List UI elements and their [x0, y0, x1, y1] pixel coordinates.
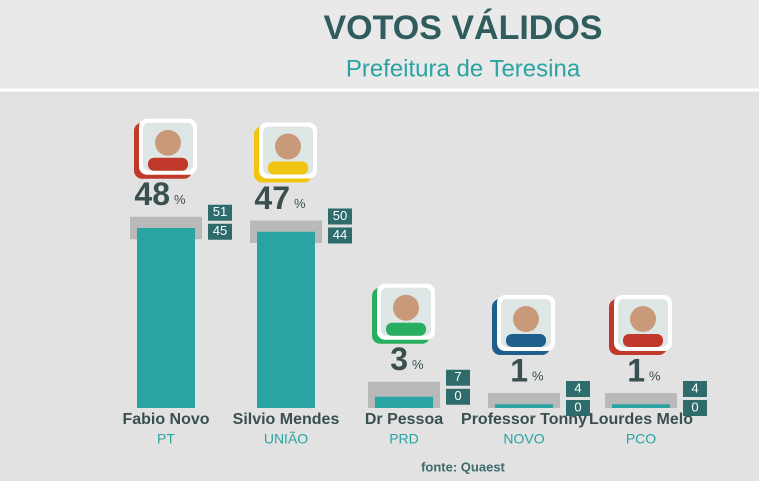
party-label: NOVO — [503, 431, 544, 447]
value-label: 3 — [390, 341, 408, 377]
ci-high-box — [683, 381, 707, 397]
value-unit: % — [532, 368, 544, 383]
value-label: 1 — [510, 352, 528, 388]
value-label: 48 — [134, 176, 170, 212]
header-bg — [0, 0, 759, 90]
bar — [612, 404, 670, 408]
ci-low-box — [328, 227, 352, 244]
x-tick-label: Lourdes Melo — [589, 411, 693, 428]
ci-high-box — [328, 208, 352, 225]
photo-head — [630, 306, 656, 332]
source: fonte: Quaest — [421, 459, 505, 474]
ci-high-label: 7 — [454, 369, 461, 384]
x-tick-label: Dr Pessoa — [365, 411, 443, 428]
value-unit: % — [412, 357, 424, 372]
value-label: 1 — [627, 352, 645, 388]
ci-low-label: 0 — [454, 388, 461, 403]
value-unit: % — [294, 196, 306, 211]
value-unit: % — [174, 192, 186, 207]
party-label: PRD — [389, 431, 419, 447]
photo-body — [386, 322, 426, 336]
value-unit: % — [649, 368, 661, 383]
party-label: UNIÃO — [264, 431, 308, 447]
bar — [375, 396, 433, 408]
ci-low-box — [446, 388, 470, 405]
ci-high-box — [208, 204, 232, 221]
photo-body — [148, 157, 188, 171]
photo-head — [275, 133, 301, 160]
ci-low-box — [566, 400, 590, 416]
x-tick-label: Fabio Novo — [122, 411, 209, 428]
ci-high-box — [566, 381, 590, 397]
bar — [137, 228, 195, 408]
photo-head — [393, 294, 419, 321]
ci-high-label: 51 — [213, 204, 227, 219]
ci-low-label: 0 — [691, 399, 698, 414]
x-tick-label: Silvio Mendes — [233, 411, 340, 428]
photo-head — [513, 306, 539, 332]
photo-body — [268, 161, 308, 175]
ci-low-label: 44 — [333, 227, 347, 242]
ci-low-label: 0 — [574, 399, 581, 414]
bar — [257, 231, 315, 408]
ci-high-label: 50 — [333, 208, 347, 223]
value-label: 47 — [254, 180, 290, 216]
photo-body — [506, 334, 546, 347]
ci-high-label: 4 — [574, 380, 581, 395]
chart-title: VOTOS VÁLIDOS — [324, 9, 603, 47]
ci-high-label: 4 — [691, 380, 698, 395]
ci-low-label: 45 — [213, 223, 227, 238]
photo-head — [155, 129, 181, 156]
bar — [495, 404, 553, 408]
party-label: PT — [157, 431, 175, 447]
ci-low-box — [683, 400, 707, 416]
party-label: PCO — [626, 431, 656, 447]
ci-low-box — [208, 223, 232, 240]
chart-subtitle: Prefeitura de Teresina — [346, 55, 581, 82]
ci-high-box — [446, 369, 470, 386]
x-tick-label: Professor Tonny — [461, 411, 587, 428]
photo-body — [623, 334, 663, 347]
